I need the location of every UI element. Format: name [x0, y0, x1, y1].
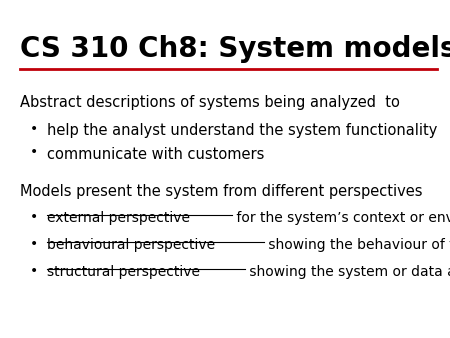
Text: •: • — [30, 264, 38, 277]
Text: Models present the system from different perspectives: Models present the system from different… — [20, 184, 423, 199]
Text: showing the behaviour of the system: showing the behaviour of the system — [264, 238, 450, 252]
Text: CS 310 Ch8: System models: CS 310 Ch8: System models — [20, 35, 450, 64]
Text: for the system’s context or environment: for the system’s context or environment — [232, 211, 450, 225]
Text: •: • — [30, 237, 38, 250]
Text: showing the system or data architecture: showing the system or data architecture — [245, 265, 450, 279]
Text: external perspective: external perspective — [47, 211, 190, 225]
Text: •: • — [30, 122, 38, 136]
Text: Abstract descriptions of systems being analyzed  to: Abstract descriptions of systems being a… — [20, 95, 400, 110]
Text: structural perspective: structural perspective — [47, 265, 200, 279]
Text: •: • — [30, 210, 38, 223]
Text: help the analyst understand the system functionality: help the analyst understand the system f… — [47, 123, 437, 138]
Text: behavioural perspective: behavioural perspective — [47, 238, 216, 252]
Text: communicate with customers: communicate with customers — [47, 147, 265, 162]
Text: •: • — [30, 145, 38, 159]
